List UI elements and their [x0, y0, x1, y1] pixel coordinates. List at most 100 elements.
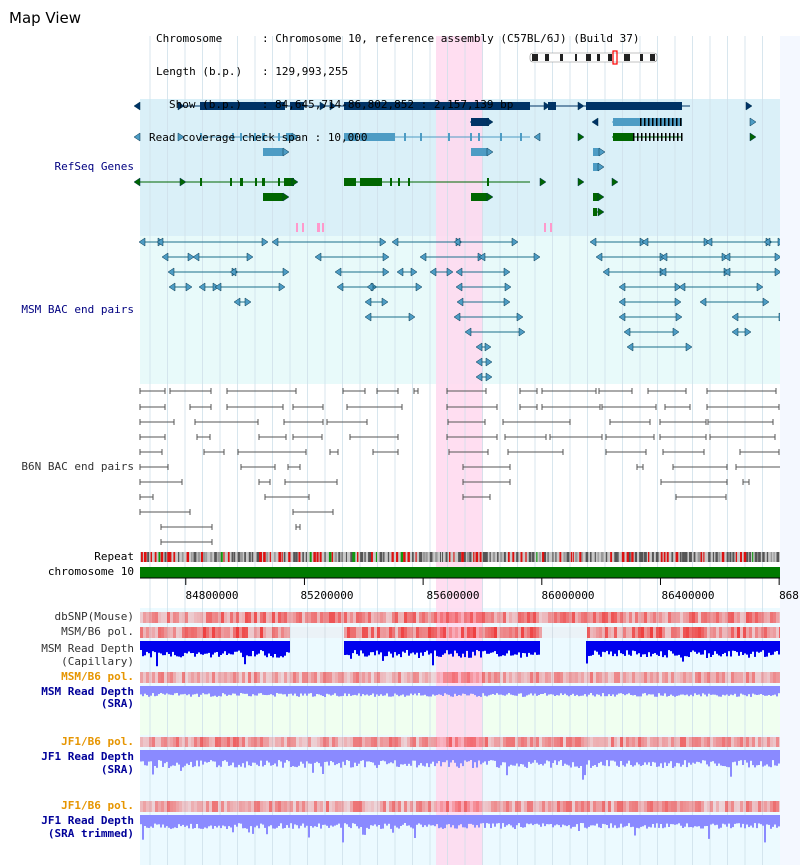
read-depth-bar: [456, 815, 458, 829]
read-depth-bar: [594, 750, 596, 765]
polymorphism-cell: [479, 612, 482, 623]
polymorphism-cell: [308, 627, 311, 638]
polymorphism-cell: [509, 612, 512, 623]
polymorphism-cell: [428, 801, 431, 812]
read-depth-bar: [512, 641, 514, 656]
polymorphism-cell: [578, 801, 581, 812]
read-depth-bar: [150, 815, 152, 827]
read-depth-bar: [236, 686, 238, 696]
bac-end-arrow-icon: [678, 282, 686, 292]
polymorphism-cell: [503, 672, 506, 683]
polymorphism-cell: [206, 672, 209, 683]
msm-bac-track[interactable]: [138, 237, 786, 382]
refseq-genes-track[interactable]: [133, 101, 757, 232]
repeat-element: [324, 552, 326, 562]
refseq-genes-label[interactable]: RefSeq Genes: [54, 160, 134, 173]
polymorphism-cell: [425, 672, 428, 683]
polymorphism-cell: [260, 627, 263, 638]
polymorphism-cell: [647, 627, 650, 638]
read-depth-bar: [632, 815, 634, 827]
repeat-element: [274, 552, 276, 562]
polymorphism-cell: [200, 801, 203, 812]
read-depth-bar: [314, 750, 316, 763]
read-depth-bar: [370, 686, 372, 695]
polymorphism-cell: [467, 627, 470, 638]
polymorphism-cell: [626, 612, 629, 623]
read-depth-bar: [682, 686, 684, 695]
read-depth-bar: [346, 815, 348, 825]
polymorphism-cell: [716, 672, 719, 683]
gene-exon: [286, 133, 292, 141]
polymorphism-cell: [758, 672, 761, 683]
polymorphism-cell: [692, 801, 695, 812]
gene-marker: [544, 223, 546, 232]
polymorphism-cell: [707, 672, 710, 683]
read-depth-bar: [248, 750, 250, 766]
read-depth-bar: [204, 641, 206, 654]
read-depth-bar: [712, 686, 714, 695]
polymorphism-cell: [470, 672, 473, 683]
bac-end-arrow-icon: [167, 267, 175, 277]
read-depth-bar: [590, 686, 592, 693]
repeat-element: [655, 552, 659, 562]
read-depth-bar: [586, 641, 588, 664]
read-depth-bar: [654, 686, 656, 697]
polymorphism-cell: [242, 612, 245, 623]
bac-end-arrow-icon: [623, 327, 631, 337]
polymorphism-cell: [608, 627, 611, 638]
polymorphism-cell: [557, 612, 560, 623]
polymorphism-cell: [629, 737, 632, 747]
polymorphism-cell: [458, 801, 461, 812]
polymorphism-cell: [512, 737, 515, 747]
read-depth-bar: [390, 686, 392, 697]
read-depth-bar: [654, 815, 656, 828]
read-depth-bar: [338, 815, 340, 824]
polymorphism-cell: [524, 672, 527, 683]
read-depth-bar: [166, 815, 168, 827]
read-depth-bar: [718, 686, 720, 697]
read-depth-bar: [656, 641, 658, 655]
polymorphism-cell: [431, 801, 434, 812]
read-depth-bar: [672, 686, 674, 696]
msm-bac-label[interactable]: MSM BAC end pairs: [21, 303, 134, 316]
polymorphism-cell: [371, 737, 374, 747]
read-depth-bar: [268, 815, 270, 827]
polymorphism-cell: [371, 672, 374, 683]
b6n-bac-label[interactable]: B6N BAC end pairs: [21, 460, 134, 473]
read-depth-bar: [696, 815, 698, 827]
polymorphism-cell: [347, 737, 350, 747]
read-depth-bar: [406, 815, 408, 826]
read-depth-bar: [686, 686, 688, 695]
bac-end-arrow-icon: [516, 312, 524, 322]
jf1-depth-trim-label: JF1 Read Depth: [41, 814, 134, 827]
repeat-element: [331, 552, 334, 562]
repeat-element: [594, 552, 596, 562]
b6n-bac-track[interactable]: [139, 388, 783, 545]
polymorphism-cell: [470, 612, 473, 623]
polymorphism-cell: [224, 627, 227, 638]
read-depth-bar: [572, 686, 574, 694]
read-depth-bar: [384, 641, 386, 657]
chromosome-ideogram[interactable]: [529, 50, 658, 65]
read-depth-bar: [368, 641, 370, 656]
read-depth-bar: [542, 686, 544, 694]
polymorphism-cell: [308, 672, 311, 683]
polymorphism-cell: [251, 737, 254, 747]
read-depth-bar: [694, 686, 696, 694]
polymorphism-cell: [479, 627, 482, 638]
polymorphism-cell: [242, 627, 245, 638]
read-depth-bar: [628, 815, 630, 824]
polymorphism-cell: [701, 672, 704, 683]
read-depth-bar: [218, 750, 220, 766]
polymorphism-cell: [386, 801, 389, 812]
polymorphism-cell: [182, 627, 185, 638]
read-depth-bar: [232, 750, 234, 763]
read-depth-bar: [702, 686, 704, 694]
read-depth-bar: [676, 686, 678, 696]
read-depth-bar: [732, 815, 734, 828]
polymorphism-cell: [353, 737, 356, 747]
read-depth-bar: [600, 750, 602, 762]
polymorphism-cell: [494, 801, 497, 812]
polymorphism-cell: [677, 612, 680, 623]
